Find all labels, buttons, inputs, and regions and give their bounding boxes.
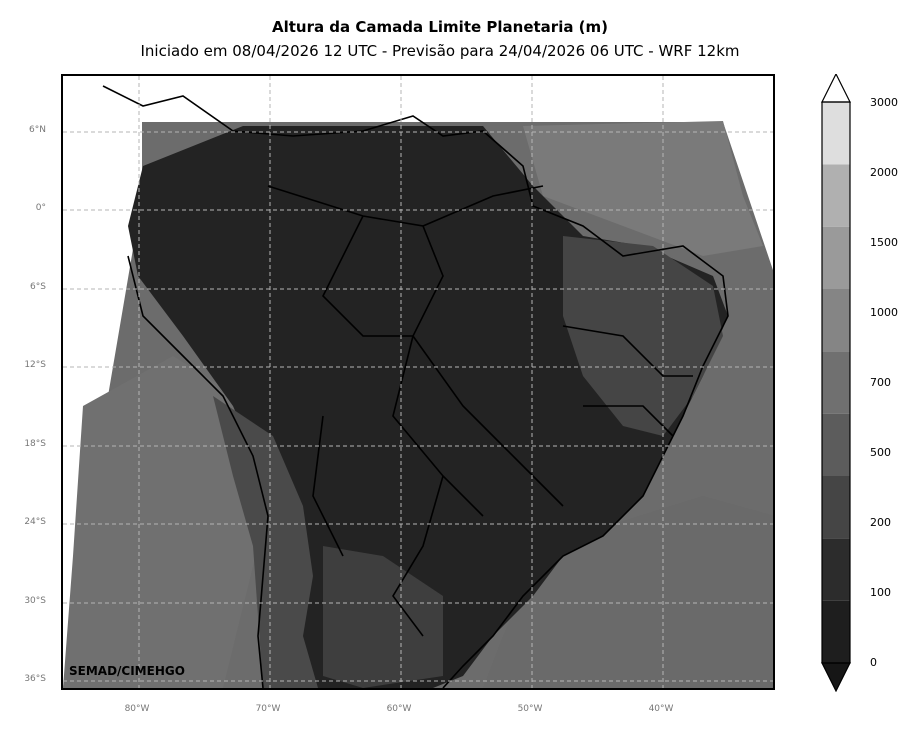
- colorbar-segment: [822, 538, 850, 601]
- lon-tick-label: 80°W: [124, 704, 150, 714]
- map-subtitle: Iniciado em 08/04/2026 12 UTC - Previsão…: [140, 42, 740, 60]
- pacific-zone: [63, 356, 258, 688]
- patagonia-mid-tone: [323, 546, 443, 688]
- colorbar-segment: [822, 413, 850, 476]
- colorbar-extend-min: [821, 662, 851, 692]
- colorbar-segment: [822, 476, 850, 539]
- colorbar-segment: [822, 351, 850, 414]
- boundaries: [102, 85, 729, 688]
- colorbar-tick-label: 3000: [870, 96, 898, 109]
- colorbar-tick-label: 2000: [870, 166, 898, 179]
- colorbar-segment: [822, 164, 850, 227]
- colorbar-tick-label: 100: [870, 586, 891, 599]
- map-panel: SEMAD/CIMEHGO: [61, 74, 775, 690]
- graticule: [63, 76, 773, 688]
- northeast-mid-tone: [563, 236, 723, 436]
- colorbar-tick-label: 700: [870, 376, 891, 389]
- pbl-height-map: [63, 76, 773, 688]
- lat-tick-label: 30°S: [24, 596, 46, 606]
- credit-label: SEMAD/CIMEHGO: [69, 664, 185, 678]
- colorbar-tick-label: 500: [870, 446, 891, 459]
- atlantic-zone-north: [523, 121, 763, 256]
- colorbar-tick-label: 0: [870, 656, 877, 669]
- colorbar-tick-label: 1500: [870, 236, 898, 249]
- colorbar-segment: [822, 289, 850, 352]
- colorbar-segment: [822, 600, 850, 663]
- lat-tick-label: 24°S: [24, 517, 46, 527]
- colorbar: [821, 74, 851, 692]
- lat-tick-label: 6°N: [29, 125, 46, 135]
- lon-tick-label: 50°W: [517, 704, 543, 714]
- lon-tick-label: 40°W: [648, 704, 674, 714]
- colorbar-tick-label: 1000: [870, 306, 898, 319]
- lat-tick-label: 18°S: [24, 439, 46, 449]
- lat-tick-label: 6°S: [30, 282, 46, 292]
- colorbar-tick-label: 200: [870, 516, 891, 529]
- colorbar-segment: [822, 226, 850, 289]
- colorbar-segment: [822, 102, 850, 165]
- lat-tick-label: 0°: [35, 203, 46, 213]
- lat-tick-label: 36°S: [24, 674, 46, 684]
- lon-tick-label: 70°W: [255, 704, 281, 714]
- colorbar-extend-max: [821, 74, 851, 103]
- lon-tick-label: 60°W: [386, 704, 412, 714]
- map-title: Altura da Camada Limite Planetaria (m): [271, 18, 609, 36]
- lat-tick-label: 12°S: [24, 360, 46, 370]
